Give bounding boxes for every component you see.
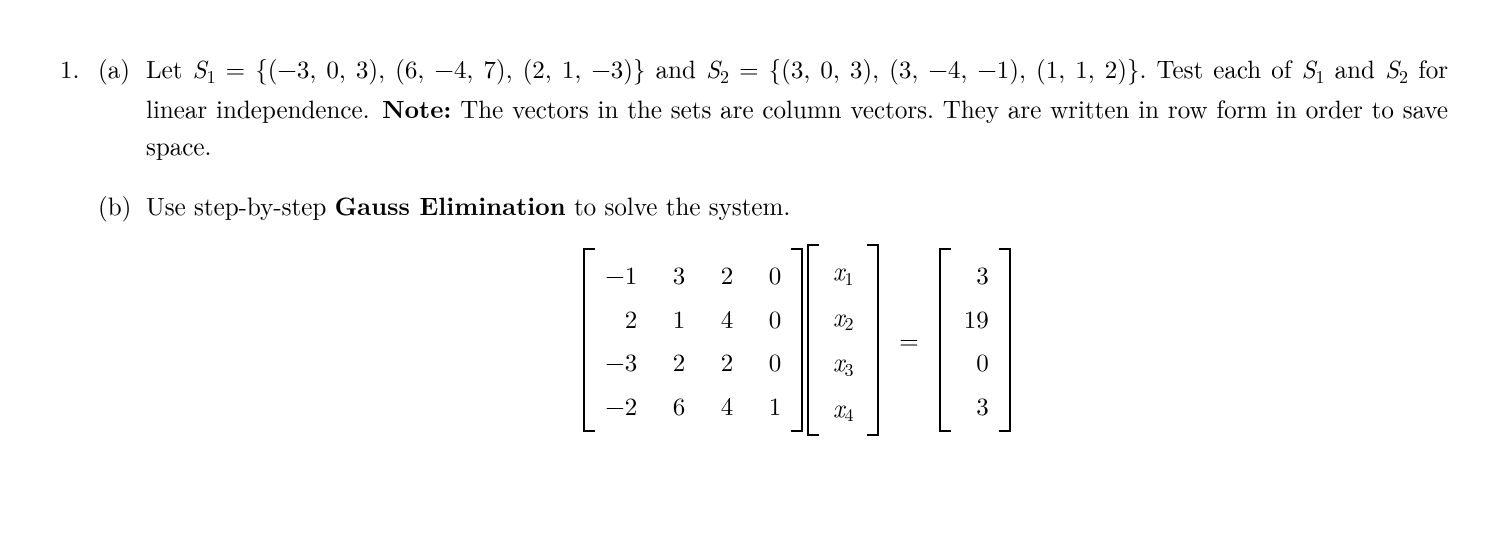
- vector-x-content: x1 x2 x3 x4: [825, 244, 861, 436]
- cell: 4: [705, 300, 733, 338]
- s2-sub-2: 2: [1399, 64, 1408, 89]
- cell: x2: [829, 298, 857, 338]
- equals-text-2: =: [729, 51, 769, 86]
- equals-text: =: [216, 51, 256, 86]
- line2-a: Test each of: [1157, 51, 1302, 86]
- s1-sub-2: 1: [1316, 64, 1325, 89]
- method-name: Gauss Elimination: [335, 188, 566, 223]
- part-b-label: (b): [98, 187, 146, 437]
- text: Let: [146, 51, 193, 86]
- problem-parts: (a) Let S1 = {(−3, 0, 3), (6, −4, 7), (2…: [98, 50, 1448, 458]
- matrix-a: −1 3 2 0 2 1 4 0 −3 2 2 0 −2: [583, 248, 803, 432]
- equals-sign: =: [899, 321, 918, 359]
- cell: x1: [829, 252, 857, 292]
- part-a-body: Let S1 = {(−3, 0, 3), (6, −4, 7), (2, 1,…: [146, 50, 1448, 165]
- cell: 0: [961, 343, 989, 381]
- vector-x: x1 x2 x3 x4: [807, 244, 879, 436]
- cell: 0: [753, 343, 781, 381]
- s1-sub: 1: [207, 64, 216, 89]
- cell: 2: [657, 343, 685, 381]
- note-label: Note:: [382, 91, 451, 126]
- vector-b: 3 19 0 3: [939, 248, 1011, 432]
- s2-symbol-2: S: [1385, 51, 1399, 86]
- cell: 6: [657, 387, 685, 425]
- cell: 0: [753, 256, 781, 294]
- cell: −3: [605, 343, 637, 381]
- cell: 2: [705, 256, 733, 294]
- cell: 19: [961, 300, 989, 338]
- s1-set: {(−3, 0, 3), (6, −4, 7), (2, 1, −3)}: [255, 51, 645, 86]
- cell: 3: [657, 256, 685, 294]
- matrix-equation: −1 3 2 0 2 1 4 0 −3 2 2 0 −2: [146, 244, 1448, 436]
- part-a-label: (a): [98, 50, 146, 165]
- cell: x4: [829, 389, 857, 429]
- problem-1: 1. (a) Let S1 = {(−3, 0, 3), (6, −4, 7),…: [60, 50, 1448, 458]
- part-b-body: Use step-by-step Gauss Elimination to so…: [146, 187, 1448, 437]
- bracket-left-icon: [939, 248, 951, 432]
- s2-sub: 2: [720, 64, 729, 89]
- cell: 3: [961, 387, 989, 425]
- cell: −2: [605, 387, 637, 425]
- s2-symbol: S: [706, 51, 720, 86]
- part-a: (a) Let S1 = {(−3, 0, 3), (6, −4, 7), (2…: [98, 50, 1448, 165]
- vector-b-content: 3 19 0 3: [957, 248, 993, 432]
- cell: −1: [605, 256, 637, 294]
- matrix-a-content: −1 3 2 0 2 1 4 0 −3 2 2 0 −2: [601, 248, 785, 432]
- cell: 1: [753, 387, 781, 425]
- cell: 1: [657, 300, 685, 338]
- s2-set: {(3, 0, 3), (3, −4, −1), (1, 1, 2)}: [769, 51, 1140, 86]
- bracket-left-icon: [807, 244, 819, 436]
- cell: 2: [605, 300, 637, 338]
- period: .: [1140, 51, 1147, 86]
- cell: 0: [753, 300, 781, 338]
- bracket-right-icon: [867, 244, 879, 436]
- part-b-pre: Use step-by-step: [146, 188, 335, 223]
- bracket-right-icon: [999, 248, 1011, 432]
- bracket-left-icon: [583, 248, 595, 432]
- bracket-right-icon: [791, 248, 803, 432]
- line2-b: and: [1325, 51, 1385, 86]
- cell: 2: [705, 343, 733, 381]
- and-text: and: [646, 51, 706, 86]
- part-b-post: to solve the system.: [566, 188, 791, 223]
- cell: x3: [829, 343, 857, 383]
- problem-number: 1.: [60, 50, 98, 458]
- s1-symbol-2: S: [1301, 51, 1315, 86]
- s1-symbol: S: [193, 51, 207, 86]
- cell: 4: [705, 387, 733, 425]
- part-b: (b) Use step-by-step Gauss Elimination t…: [98, 187, 1448, 437]
- cell: 3: [961, 256, 989, 294]
